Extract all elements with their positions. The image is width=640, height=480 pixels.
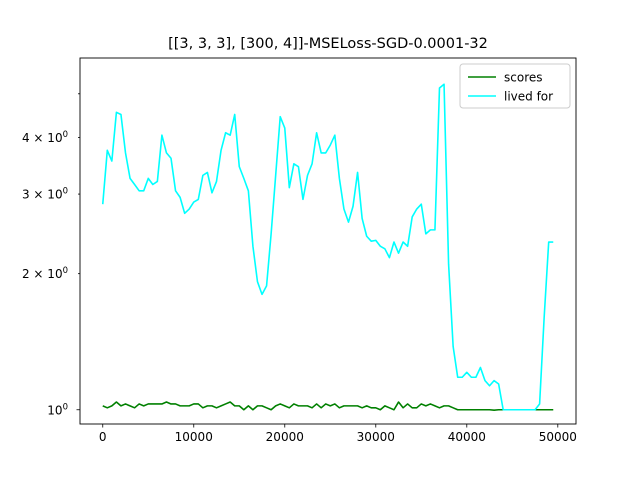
y-tick-label: 3 × 100: [22, 187, 68, 202]
x-tick-label: 10000: [175, 430, 213, 444]
y-tick-label: 4 × 100: [22, 130, 68, 145]
plot-area: 0 10000 20000 30000 40000 50000 100 2 × 100 3 × …: [22, 57, 577, 444]
x-tick-label: 0: [99, 430, 107, 444]
legend-box: [459, 63, 571, 109]
x-tick-label: 40000: [448, 430, 486, 444]
legend-label: scores: [504, 71, 543, 85]
legend: scores lived for: [459, 63, 571, 109]
series-group: [101, 83, 554, 411]
series-line-lived-for: [101, 83, 554, 411]
x-tick-label: 20000: [266, 430, 304, 444]
legend-label: lived for: [504, 90, 553, 104]
x-tick-label: 30000: [357, 430, 395, 444]
y-tick-label: 100: [47, 402, 68, 417]
series-line-scores: [102, 401, 554, 411]
chart-title: [[3, 3, 3], [300, 4]]-MSELoss-SGD-0.0001…: [168, 36, 488, 52]
y-tick-label: 2 × 100: [22, 266, 68, 281]
x-tick-label: 50000: [539, 430, 577, 444]
axes-frame: [79, 57, 577, 425]
